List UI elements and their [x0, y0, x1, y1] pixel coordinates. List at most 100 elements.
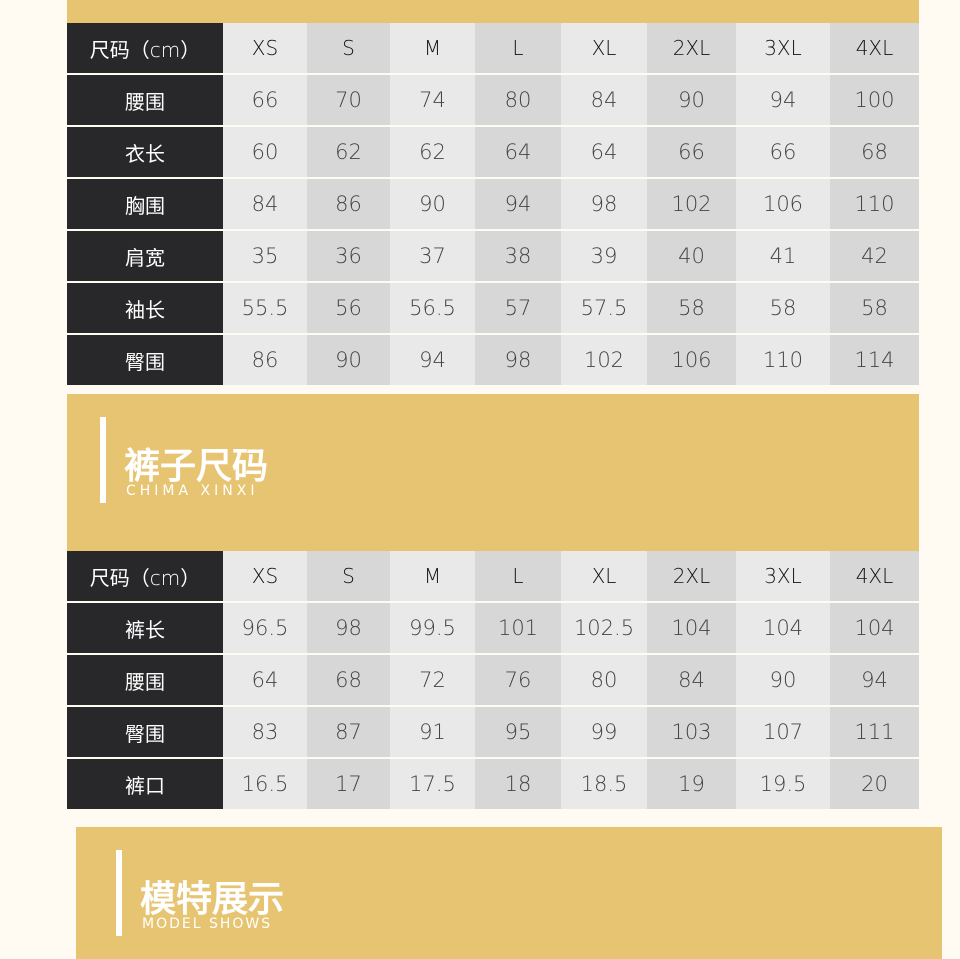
value-cell: 17 — [307, 759, 390, 809]
row-label-cell: 腰围 — [67, 75, 223, 125]
size-header-cell: 3XL — [736, 23, 830, 73]
value-cell: 18 — [475, 759, 561, 809]
title-accent-bar — [100, 417, 106, 503]
value-cell: 87 — [307, 707, 390, 757]
pants-size-table: 尺码（cm） XS S M L XL 2XL 3XL 4XL 裤长 96.5 98 99.5 101 102… — [67, 551, 919, 809]
size-header-cell: M — [390, 551, 475, 601]
size-header-cell: S — [307, 23, 390, 73]
size-header-cell: XL — [561, 551, 647, 601]
value-cell: 62 — [390, 127, 475, 177]
size-header-cell: 3XL — [736, 551, 830, 601]
value-cell: 110 — [830, 179, 919, 229]
size-header-cell: XL — [561, 23, 647, 73]
size-header-cell: S — [307, 551, 390, 601]
value-cell: 56.5 — [390, 283, 475, 333]
size-header-cell: L — [475, 551, 561, 601]
size-header-cell: XS — [223, 23, 307, 73]
size-header-cell: M — [390, 23, 475, 73]
value-cell: 90 — [307, 335, 390, 385]
value-cell: 90 — [736, 655, 830, 705]
header-label-cell: 尺码（cm） — [67, 551, 223, 601]
value-cell: 104 — [736, 603, 830, 653]
value-cell: 20 — [830, 759, 919, 809]
value-cell: 17.5 — [390, 759, 475, 809]
model-section-subtitle: MODEL SHOWS — [142, 916, 273, 932]
value-cell: 86 — [307, 179, 390, 229]
value-cell: 57 — [475, 283, 561, 333]
value-cell: 90 — [647, 75, 736, 125]
row-label-cell: 袖长 — [67, 283, 223, 333]
row-label-cell: 衣长 — [67, 127, 223, 177]
value-cell: 106 — [647, 335, 736, 385]
value-cell: 84 — [223, 179, 307, 229]
value-cell: 103 — [647, 707, 736, 757]
value-cell: 96.5 — [223, 603, 307, 653]
value-cell: 98 — [475, 335, 561, 385]
value-cell: 68 — [830, 127, 919, 177]
value-cell: 98 — [561, 179, 647, 229]
value-cell: 58 — [736, 283, 830, 333]
value-cell: 58 — [647, 283, 736, 333]
value-cell: 114 — [830, 335, 919, 385]
row-label-cell: 裤口 — [67, 759, 223, 809]
value-cell: 42 — [830, 231, 919, 281]
value-cell: 56 — [307, 283, 390, 333]
value-cell: 64 — [223, 655, 307, 705]
value-cell: 74 — [390, 75, 475, 125]
row-label-cell: 臀围 — [67, 707, 223, 757]
value-cell: 62 — [307, 127, 390, 177]
pants-section-banner: 裤子尺码 CHIMA XINXI — [67, 394, 919, 551]
value-cell: 95 — [475, 707, 561, 757]
header-label-cell: 尺码（cm） — [67, 23, 223, 73]
size-header-cell: 2XL — [647, 23, 736, 73]
value-cell: 106 — [736, 179, 830, 229]
size-header-cell: L — [475, 23, 561, 73]
value-cell: 66 — [736, 127, 830, 177]
value-cell: 18.5 — [561, 759, 647, 809]
value-cell: 84 — [561, 75, 647, 125]
value-cell: 16.5 — [223, 759, 307, 809]
value-cell: 37 — [390, 231, 475, 281]
value-cell: 19.5 — [736, 759, 830, 809]
value-cell: 83 — [223, 707, 307, 757]
value-cell: 86 — [223, 335, 307, 385]
value-cell: 40 — [647, 231, 736, 281]
value-cell: 38 — [475, 231, 561, 281]
pants-section-subtitle: CHIMA XINXI — [126, 483, 259, 499]
value-cell: 35 — [223, 231, 307, 281]
row-label-cell: 腰围 — [67, 655, 223, 705]
size-header-cell: 2XL — [647, 551, 736, 601]
value-cell: 76 — [475, 655, 561, 705]
size-header-cell: XS — [223, 551, 307, 601]
size-header-cell: 4XL — [830, 551, 919, 601]
value-cell: 102 — [647, 179, 736, 229]
value-cell: 72 — [390, 655, 475, 705]
value-cell: 99.5 — [390, 603, 475, 653]
value-cell: 60 — [223, 127, 307, 177]
value-cell: 19 — [647, 759, 736, 809]
value-cell: 104 — [830, 603, 919, 653]
value-cell: 36 — [307, 231, 390, 281]
model-section-title: 模特展示 — [140, 879, 285, 920]
row-label-cell: 臀围 — [67, 335, 223, 385]
value-cell: 94 — [475, 179, 561, 229]
model-section-banner: 模特展示 MODEL SHOWS — [76, 827, 942, 959]
value-cell: 39 — [561, 231, 647, 281]
value-cell: 99 — [561, 707, 647, 757]
top-size-table: 尺码（cm） XS S M L XL 2XL 3XL 4XL 腰围 66 70 74 80 84 90 94 10… — [67, 23, 919, 385]
value-cell: 80 — [475, 75, 561, 125]
value-cell: 68 — [307, 655, 390, 705]
value-cell: 57.5 — [561, 283, 647, 333]
value-cell: 102.5 — [561, 603, 647, 653]
value-cell: 94 — [736, 75, 830, 125]
row-label-cell: 裤长 — [67, 603, 223, 653]
value-cell: 102 — [561, 335, 647, 385]
value-cell: 80 — [561, 655, 647, 705]
value-cell: 91 — [390, 707, 475, 757]
value-cell: 111 — [830, 707, 919, 757]
value-cell: 98 — [307, 603, 390, 653]
row-label-cell: 肩宽 — [67, 231, 223, 281]
value-cell: 58 — [830, 283, 919, 333]
value-cell: 66 — [223, 75, 307, 125]
size-header-cell: 4XL — [830, 23, 919, 73]
